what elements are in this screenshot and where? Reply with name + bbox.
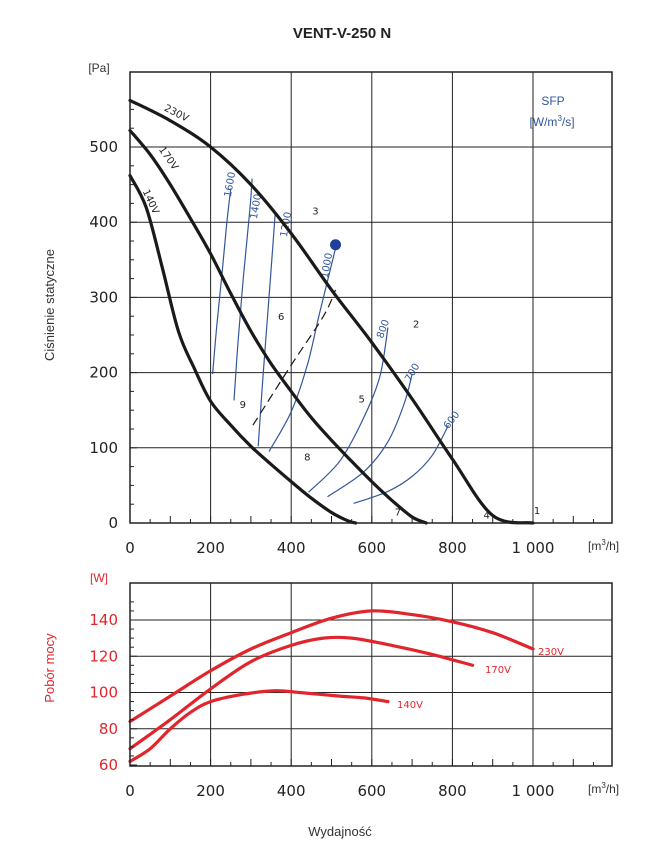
x-tick-label: 0: [125, 539, 135, 557]
sfp-curve-1200: [257, 214, 276, 447]
y-tick-label: 0: [108, 514, 118, 532]
curve-point-label: 2: [413, 319, 419, 330]
curve-point-label: 3: [312, 207, 318, 218]
x-axis-title: Wydajność: [308, 824, 372, 839]
sfp-curve-1000: [268, 248, 337, 452]
sfp-label: 1600: [223, 171, 238, 198]
sfp-unit: [W/m3/s]: [529, 114, 574, 129]
y-tick-label: 100: [89, 439, 118, 457]
power-label-170V: 170V: [485, 665, 511, 676]
curve-point-label: 7: [395, 507, 401, 518]
x-unit-label: [m3/h]: [588, 538, 619, 553]
y-tick-label: 400: [89, 213, 118, 231]
fan-curves: [128, 98, 535, 525]
x-tick-label: 600: [357, 539, 386, 557]
y-tick-label: 60: [99, 756, 118, 774]
y-tick-label: 80: [99, 720, 118, 738]
x-tick-label: 600: [357, 782, 386, 800]
power-label-140V: 140V: [397, 700, 423, 711]
x-tick-label: 400: [277, 782, 306, 800]
chart-title: VENT-V-250 N: [293, 25, 391, 42]
y-tick-label: 300: [89, 288, 118, 306]
x-tick-label: 200: [196, 782, 225, 800]
y-tick-label: 500: [89, 138, 118, 156]
pressure-plot-frame: [129, 71, 613, 524]
sfp-title: SFP: [541, 94, 564, 108]
power-plot-frame: [129, 582, 613, 767]
curve-point-label: 6: [278, 312, 284, 323]
y-unit-label: [Pa]: [88, 61, 109, 75]
sfp-label: 1400: [249, 193, 264, 220]
curve-point-label: 9: [240, 400, 246, 411]
curve-label-230V: 230V: [162, 103, 190, 125]
power-curves: [128, 609, 535, 763]
curve-point-label: 5: [359, 395, 365, 406]
x-tick-label: 800: [438, 539, 467, 557]
sfp-curve-800: [308, 327, 389, 493]
power-axes: 0 200 400 600 800 1 000 60 80 100 120 140 [W] [m3/h]…: [42, 571, 619, 800]
curve-point-label: 8: [304, 453, 310, 464]
y-axis-title: Ciśnienie statyczne: [42, 249, 57, 361]
power-curve-170V: [128, 635, 475, 751]
power-grid: [130, 583, 612, 766]
x-tick-label: 800: [438, 782, 467, 800]
sfp-label: 800: [375, 318, 392, 340]
sfp-curve-1400: [233, 178, 253, 401]
sfp-label: 1000: [320, 252, 335, 279]
y-unit-label: [W]: [90, 571, 108, 585]
power-curve-230V: [128, 609, 535, 724]
y-tick-label: 140: [89, 611, 118, 629]
operating-point-marker: [330, 239, 342, 251]
x-unit-label: [m3/h]: [588, 781, 619, 796]
y-tick-label: 200: [89, 364, 118, 382]
fan-curve-140V: [128, 174, 358, 525]
y-axis-title: Pobór mocy: [42, 633, 57, 703]
pressure-axes: 0 200 400 600 800 1 000 0 100 200 300 400 500 [Pa] [m…: [42, 61, 619, 557]
sfp-label: 600: [442, 410, 462, 432]
y-tick-label: 120: [89, 647, 118, 665]
sfp-curve-600: [353, 424, 449, 504]
power-label-230V: 230V: [538, 647, 564, 658]
power-labels: 230V 170V 140V: [397, 647, 564, 711]
curve-point-label: 1: [534, 506, 540, 517]
power-curve-140V: [128, 689, 390, 763]
x-tick-label: 1 000: [512, 782, 555, 800]
x-tick-label: 400: [277, 539, 306, 557]
x-tick-label: 0: [125, 782, 135, 800]
pressure-grid: [130, 72, 612, 523]
fan-curve-170V: [128, 128, 428, 525]
x-tick-label: 1 000: [512, 539, 555, 557]
y-tick-label: 100: [89, 684, 118, 702]
operating-dashed-line: [252, 289, 337, 426]
sfp-curve-1600: [212, 188, 232, 375]
fan-curve-230V: [128, 98, 535, 525]
x-tick-label: 200: [196, 539, 225, 557]
curve-point-label: 4: [483, 510, 489, 521]
